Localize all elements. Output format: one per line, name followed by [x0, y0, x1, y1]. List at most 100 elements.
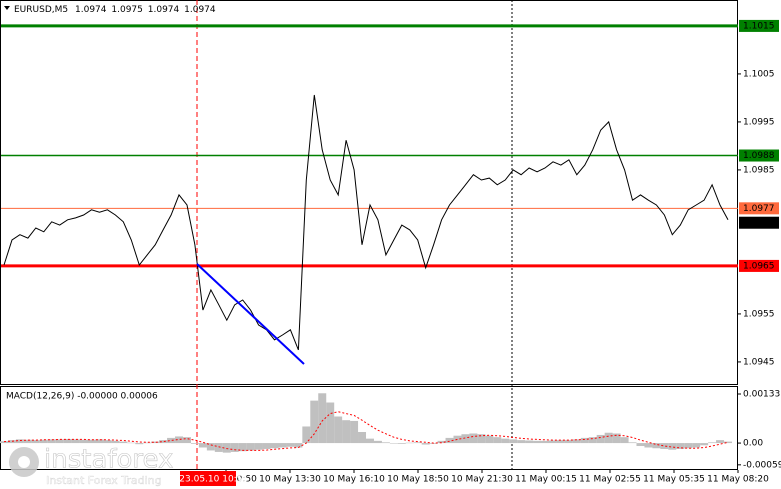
macd-bar [533, 440, 542, 444]
macd-bar [612, 433, 621, 444]
macd-bar [461, 434, 470, 444]
macd-bar [350, 420, 359, 444]
macd-bar [716, 440, 725, 444]
x-tick-label: 11 May 00:15 [515, 475, 577, 485]
macd-bar [31, 440, 40, 444]
macd-bar [501, 438, 510, 444]
macd-bar [23, 439, 32, 444]
chart-header: EURUSD,M5 1.0974 1.0975 1.0974 1.0974 [14, 5, 216, 15]
macd-bar [556, 440, 565, 444]
macd-bar [668, 443, 677, 450]
macd-bar [15, 439, 24, 444]
macd-bar [0, 441, 8, 444]
macd-frame [0, 386, 738, 470]
open: 1.0974 [75, 5, 107, 15]
close: 1.0974 [184, 5, 216, 15]
main-frame [0, 0, 738, 385]
macd-bar [302, 426, 311, 444]
macd-bar [453, 435, 462, 444]
macd-bar [135, 443, 144, 445]
macd-bar [55, 439, 64, 444]
macd-bar [541, 440, 550, 444]
macd-bar [365, 438, 374, 444]
macd-bar [214, 443, 223, 452]
watermark-tagline: Instant Forex Trading [46, 474, 162, 487]
level-label: 1.1015 [743, 21, 775, 31]
macd-bar [310, 400, 319, 444]
macd-bar [517, 440, 526, 444]
macd-bar [79, 439, 88, 444]
macd-bar [660, 443, 669, 449]
macd-bar [421, 443, 430, 445]
macd-bar [405, 442, 414, 444]
x-tick-label: 10 May 21:30 [451, 475, 513, 485]
level-label: 1.0977 [743, 204, 775, 214]
macd-bar [381, 442, 390, 444]
macd-bar [254, 443, 263, 450]
macd-bar [389, 443, 398, 444]
x-tick-label: 10 May 18:50 [387, 475, 449, 485]
macd-bar [604, 432, 613, 444]
level-label-box [739, 202, 779, 215]
y-tick-label: 0.00 [743, 439, 763, 449]
macd-bar [572, 439, 581, 444]
y-tick-label: 1.0985 [743, 165, 775, 175]
macd-bar [596, 434, 605, 444]
x-tick-label: 11 May 08:20 [707, 475, 769, 485]
macd-bar [71, 439, 80, 444]
price-label-box [739, 216, 779, 229]
macd-bar [39, 439, 48, 444]
cursor-label-box [180, 471, 236, 486]
macd-bar [87, 439, 96, 444]
macd-bar [318, 393, 327, 444]
macd-bar [636, 443, 645, 447]
cursor-label: 2023.05.10 10:55 [168, 475, 248, 485]
watermark-logo-inner [18, 456, 30, 468]
macd-bar [485, 435, 494, 444]
y-tick-label: -0.00059 [743, 460, 781, 470]
macd-bar [700, 443, 709, 446]
low: 1.0974 [148, 5, 180, 15]
macd-bar [724, 441, 732, 444]
level-label-box [739, 259, 779, 272]
high: 1.0975 [111, 5, 143, 15]
macd-bar [342, 420, 351, 444]
macd-bar [230, 443, 239, 452]
macd-bar [270, 443, 279, 449]
trend-line [196, 263, 305, 365]
y-tick-label: 1.1005 [743, 69, 775, 79]
macd-bar [103, 440, 112, 444]
x-tick-label: 11 May 02:55 [579, 475, 641, 485]
price-line [3, 94, 729, 351]
macd-bar [278, 443, 287, 448]
level-label-box [739, 149, 779, 162]
macd-bar [437, 440, 446, 444]
macd-bar [413, 442, 422, 444]
macd-bar [95, 439, 104, 444]
price-label: 1.0974 [743, 218, 775, 228]
macd-bar [628, 442, 637, 444]
signal-line [3, 411, 729, 451]
macd-bar [198, 443, 207, 448]
macd-bar [7, 440, 16, 444]
macd-bar [692, 443, 701, 448]
macd-bar [493, 437, 502, 444]
macd-bar [644, 443, 653, 448]
macd-bar [182, 437, 191, 444]
macd-bar [580, 437, 589, 444]
macd-bar [477, 434, 486, 444]
macd-bar [175, 436, 184, 444]
macd-bar [111, 440, 120, 444]
macd-bar [151, 441, 160, 444]
level-label: 1.0965 [743, 261, 775, 271]
macd-bar [588, 437, 597, 444]
macd-title: MACD(12,26,9) -0.00000 0.00006 [6, 392, 158, 402]
y-tick-label: 1.0955 [743, 309, 775, 319]
macd-bar [294, 443, 303, 448]
macd-bar [373, 440, 382, 444]
macd-bar [525, 440, 534, 444]
macd-bar [620, 437, 629, 444]
x-tick-label: 11 May 05:35 [643, 475, 705, 485]
